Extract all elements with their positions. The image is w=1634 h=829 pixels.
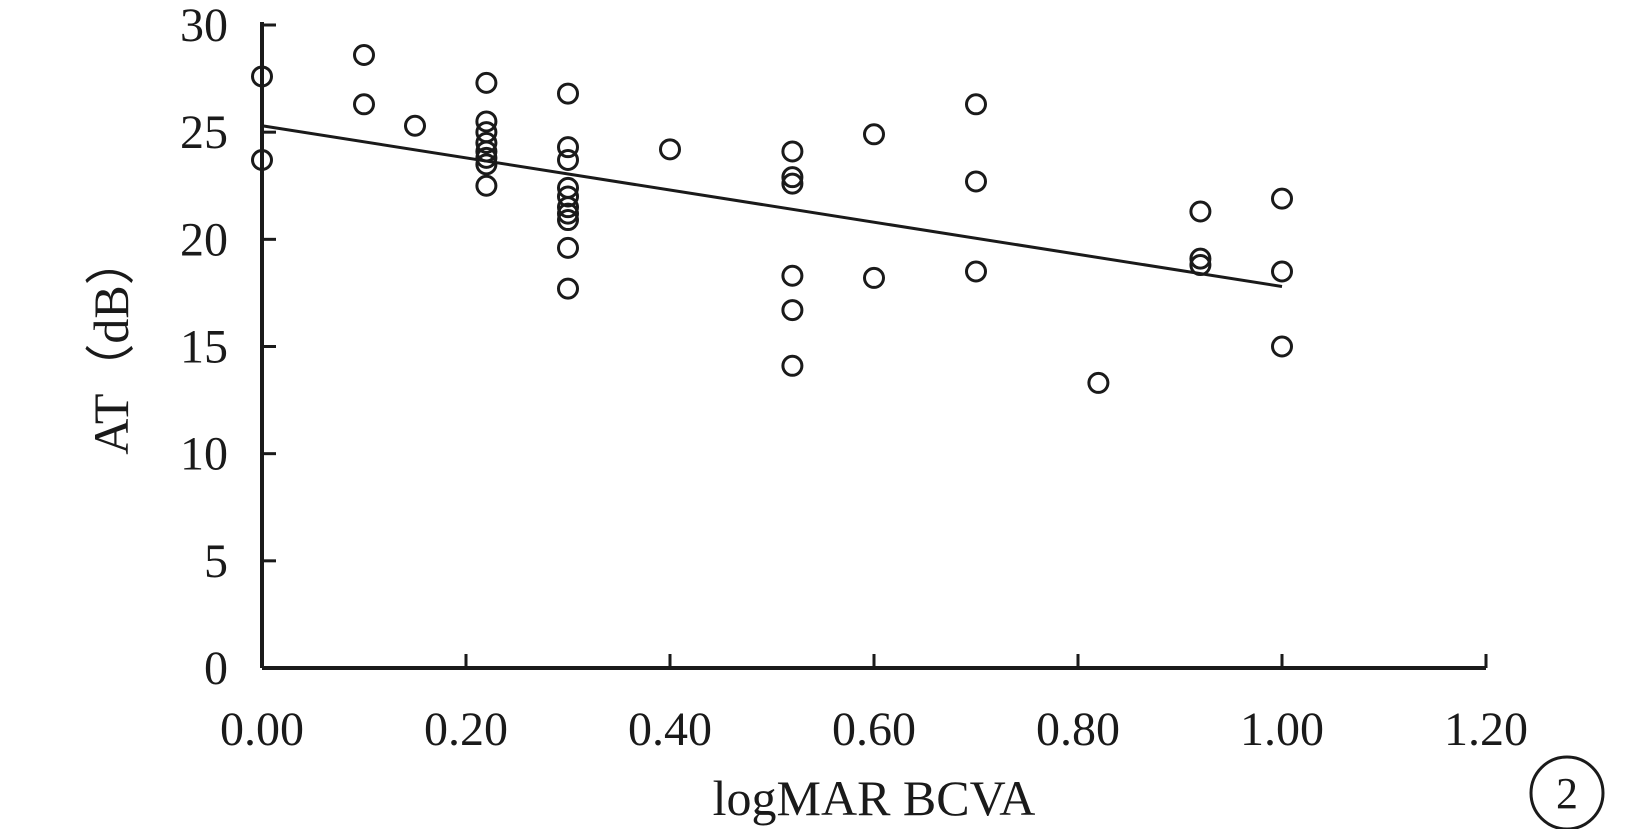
data-point bbox=[251, 149, 273, 172]
data-point bbox=[1271, 335, 1293, 358]
x-tick-label: 0.60 bbox=[832, 703, 916, 756]
data-point bbox=[1271, 187, 1293, 210]
y-tick-label: 30 bbox=[180, 0, 228, 52]
data-point bbox=[863, 266, 885, 289]
x-axis-title: logMAR BCVA bbox=[713, 770, 1036, 826]
x-tick-label: 1.20 bbox=[1444, 703, 1528, 756]
data-point bbox=[965, 170, 987, 193]
data-point bbox=[557, 277, 579, 300]
data-point bbox=[557, 82, 579, 105]
data-point bbox=[475, 153, 498, 176]
y-tick-label: 15 bbox=[180, 321, 228, 374]
data-point bbox=[781, 354, 804, 377]
y-ticks: 0 5 10 15 20 25 30 bbox=[180, 0, 276, 695]
data-point bbox=[965, 93, 987, 116]
data-point bbox=[475, 140, 498, 163]
data-point bbox=[557, 202, 579, 225]
panel-label: 2 bbox=[1556, 769, 1578, 818]
data-point bbox=[557, 136, 579, 159]
data-point bbox=[475, 110, 498, 133]
axes bbox=[260, 22, 1486, 670]
data-point bbox=[965, 260, 987, 283]
trendline bbox=[261, 124, 1283, 288]
panel-label-circle bbox=[1529, 755, 1605, 829]
data-point bbox=[557, 185, 579, 208]
data-point bbox=[475, 174, 498, 197]
data-point bbox=[557, 149, 579, 172]
data-point bbox=[1271, 260, 1293, 283]
x-ticks: 0.00 0.20 0.40 0.60 0.80 1.00 1.20 bbox=[220, 654, 1528, 756]
y-axis-title: AT（dB） bbox=[83, 235, 139, 454]
data-point bbox=[557, 209, 579, 232]
x-tick-label: 1.00 bbox=[1240, 703, 1324, 756]
y-tick-label: 5 bbox=[204, 535, 228, 588]
trendline-group bbox=[261, 124, 1283, 288]
data-point bbox=[781, 172, 804, 195]
data-point bbox=[251, 65, 273, 88]
data-point bbox=[475, 146, 498, 169]
data-point bbox=[557, 196, 579, 219]
data-point bbox=[863, 123, 885, 146]
x-tick-label: 0.20 bbox=[424, 703, 508, 756]
data-points bbox=[251, 44, 1293, 394]
data-point bbox=[781, 140, 804, 163]
data-point bbox=[557, 236, 579, 259]
data-point bbox=[659, 138, 681, 161]
y-tick-label: 20 bbox=[180, 213, 228, 266]
y-tick-label: 0 bbox=[204, 642, 228, 695]
panel-label-badge: 2 bbox=[1529, 755, 1605, 829]
data-point bbox=[1087, 371, 1110, 394]
data-point bbox=[475, 131, 498, 154]
data-point bbox=[781, 264, 804, 287]
data-point bbox=[353, 93, 375, 116]
data-point bbox=[1189, 254, 1212, 277]
data-point bbox=[475, 71, 498, 94]
data-point bbox=[404, 114, 426, 137]
data-point bbox=[353, 44, 375, 67]
y-tick-label: 25 bbox=[180, 106, 228, 159]
x-tick-label: 0.00 bbox=[220, 703, 304, 756]
data-point bbox=[1189, 247, 1212, 270]
data-point bbox=[781, 166, 804, 189]
data-point bbox=[1189, 200, 1212, 223]
data-point bbox=[781, 299, 804, 322]
x-tick-label: 0.40 bbox=[628, 703, 712, 756]
x-tick-label: 0.80 bbox=[1036, 703, 1120, 756]
y-tick-label: 10 bbox=[180, 428, 228, 481]
